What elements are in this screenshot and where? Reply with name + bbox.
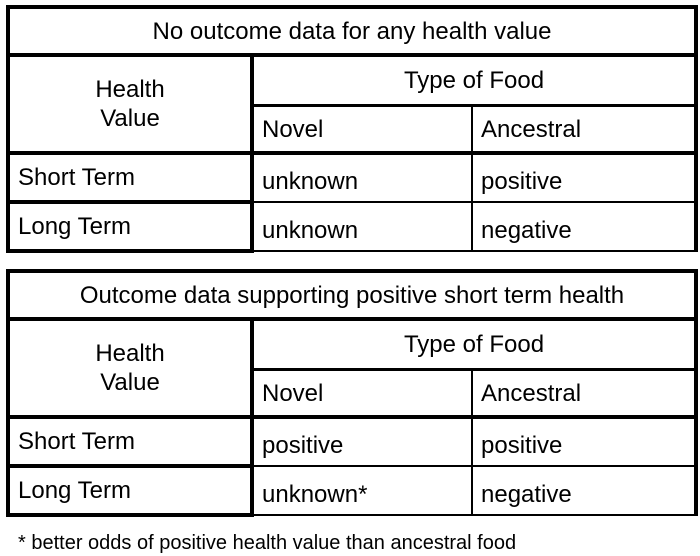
health-value-header-line2: Value	[100, 369, 160, 396]
type-of-food-header: Type of Food	[250, 317, 698, 371]
table-row: No outcome data for any health value	[5, 5, 699, 57]
table-title: No outcome data for any health value	[5, 5, 699, 57]
table-row: Novel Ancestral	[8, 367, 698, 419]
table-row: Short Term unknown positive	[6, 151, 699, 204]
short-term-novel-value: positive	[252, 417, 473, 467]
short-term-row-label: Short Term	[6, 151, 254, 204]
table-row: Health Value Type of Food	[6, 317, 698, 419]
table-title: Outcome data supporting positive short t…	[6, 269, 698, 321]
short-term-novel-value: unknown	[252, 153, 473, 203]
novel-column-header: Novel	[252, 367, 473, 419]
long-term-ancestral-value: negative	[472, 466, 698, 516]
health-value-header: Health Value	[6, 53, 254, 155]
long-term-row-label: Long Term	[6, 464, 254, 517]
novel-column-header: Novel	[252, 103, 473, 155]
footnote: * better odds of positive health value t…	[18, 532, 517, 554]
long-term-novel-value: unknown	[252, 202, 473, 252]
table-row: Outcome data supporting positive short t…	[6, 269, 698, 321]
short-term-ancestral-value: positive	[472, 417, 698, 467]
ancestral-column-header: Ancestral	[472, 103, 699, 155]
long-term-novel-value: unknown*	[252, 466, 473, 516]
table-row: Short Term positive positive	[6, 415, 698, 468]
outcome-supporting-table: Outcome data supporting positive short t…	[6, 269, 698, 517]
no-outcome-table: No outcome data for any health value Hea…	[5, 5, 699, 253]
health-value-header-line1: Health	[95, 75, 165, 103]
long-term-ancestral-value: negative	[472, 202, 699, 252]
long-term-row-label: Long Term	[6, 200, 254, 253]
health-value-header: Health Value	[6, 317, 254, 419]
health-value-header-line2: Value	[100, 105, 160, 132]
type-of-food-header: Type of Food	[249, 53, 699, 107]
short-term-row-label: Short Term	[6, 415, 254, 468]
ancestral-column-header: Ancestral	[472, 367, 698, 419]
health-value-header-line1: Health	[95, 339, 165, 367]
table-row: Long Term unknown* negative	[6, 464, 698, 517]
short-term-ancestral-value: positive	[472, 153, 699, 203]
table-row: Novel Ancestral	[8, 103, 699, 155]
table-row: Long Term unknown negative	[6, 200, 699, 253]
table-row: Health Value Type of Food	[6, 53, 699, 155]
